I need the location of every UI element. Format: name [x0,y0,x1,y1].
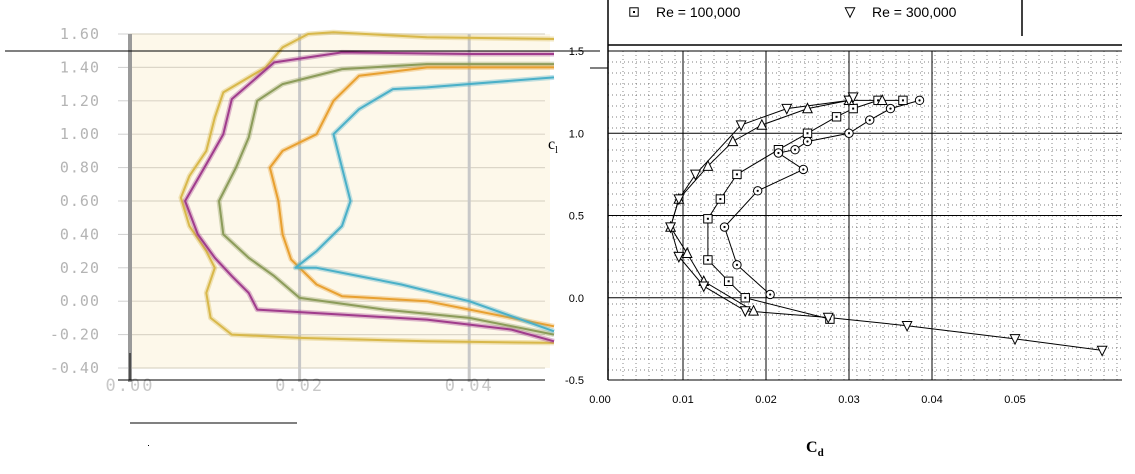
y-axis-label: cl [548,136,558,156]
series-2-point-dot [777,151,780,155]
series-4-point [822,312,834,324]
series-1-point-dot [706,217,709,220]
legend-marker-1-dot [633,11,635,13]
legend-marker-2 [844,7,856,19]
y-tick-label: 0.20 [60,259,100,277]
series-1-point-dot [735,173,738,176]
series-2-point-dot [756,189,759,192]
series-3-point [756,118,768,130]
series-2-point-dot [735,263,739,266]
series-1-point-dot [852,107,855,110]
series-2-point-dot [769,293,772,296]
x-axis-label-sub: d [818,447,824,459]
series-2-point-dot [889,107,892,110]
x-tick-label: 0.00 [106,376,155,396]
series-4-point [1096,345,1108,357]
y-tick-label: 1.60 [60,25,100,43]
x-tick-label: 0.02 [275,376,324,396]
x-tick-label: 0.03 [838,394,859,406]
series-line-1 [179,31,555,344]
series-4-point [735,120,747,132]
series-2-point-dot [847,132,851,135]
y-tick-label: -0.20 [50,326,100,344]
series-4-point [901,321,913,333]
y-tick-label: 0.0 [569,293,584,305]
y-tick-label: 0.5 [569,211,584,223]
x-tick-label: 0.05 [1004,394,1025,406]
y-tick-label: -0.40 [50,359,100,377]
series-2-point-dot [802,168,805,171]
series-3-point [681,247,693,259]
series-4-point [1009,334,1021,346]
series-2-point-dot [806,140,809,143]
series-line-5 [294,76,555,333]
y-tick-label: 1.0 [569,128,584,140]
series-3-point [801,102,814,114]
y-tick-label: 0.40 [60,225,100,243]
series-1-point-dot [877,99,880,102]
series-3-point [748,304,760,316]
x-tick-label: 0.02 [755,394,776,406]
series-line-3 [218,63,555,336]
series-2-point-dot [868,118,871,122]
series-2-point-dot [723,225,726,229]
legend-label: Re = 100,000 [656,4,741,20]
series-3-point [702,159,714,171]
x-axis-label: Cd [806,439,824,459]
series-1-point-dot [706,258,709,261]
series-4-point [689,169,701,181]
series-1-point-dot [727,280,730,283]
y-axis-label-sub: l [555,145,558,156]
chart-right: 0.00 0.01 0.02 0.03 0.04 0.05 1.5 1.0 0.5 0.0 -0.5… [548,0,1122,459]
series-4-point [781,103,793,115]
legend-label: Re = 300,000 [872,4,957,20]
chart-left: 1.60 1.40 1.20 1.00 0.80 0.60 0.40 0.20 0.00 -0.2… [5,25,600,446]
series-1-point-dot [835,115,838,118]
series-1-point-dot [901,99,904,102]
y-tick-label: 0.00 [60,292,100,310]
series-4-point [698,281,710,293]
series-4-point [739,306,751,318]
y-tick-label: 1.5 [569,46,584,58]
y-tick-label: 1.00 [60,125,100,143]
series-4-point [847,92,859,104]
y-tick-label: -0.5 [565,375,584,387]
y-tick-label: 0.60 [60,192,100,210]
series-2-point-dot [793,148,797,151]
x-tick-label: 0.01 [672,394,693,406]
series-3-point [876,94,888,106]
series-3-point [727,135,739,147]
y-tick-label: 0.80 [60,159,100,177]
series-2-point-dot [918,99,921,102]
series-4-point [673,251,685,263]
y-tick-label: 1.40 [60,58,100,76]
series-4-point [665,222,677,234]
series-1-point-dot [744,296,747,299]
series-line-4 [669,96,1103,351]
series-4-point [673,194,685,206]
x-tick-label: 0.04 [921,394,942,406]
x-tick-label: 0.00 [589,394,610,406]
series-line-2 [184,51,555,343]
stray-dot [148,445,149,446]
series-line-4 [268,66,555,328]
series-1-point-dot [806,132,809,135]
x-tick-label: 0.04 [445,376,494,396]
y-tick-label: 1.20 [60,92,100,110]
series-1-point-dot [719,198,722,201]
